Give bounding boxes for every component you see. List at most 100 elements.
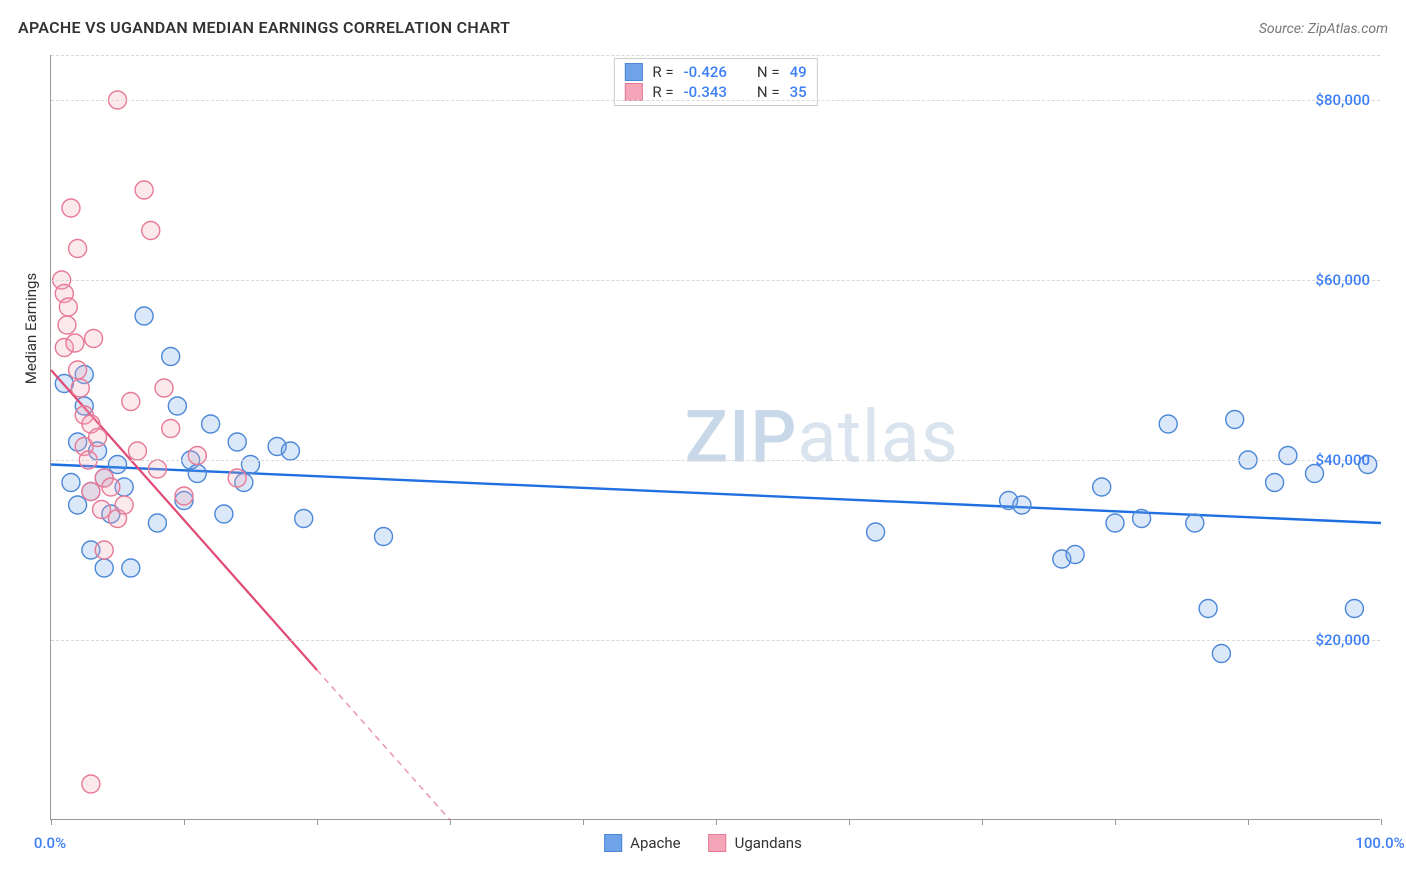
data-point (62, 199, 80, 217)
data-point (142, 222, 160, 240)
x-tick (51, 819, 52, 825)
n-value: 35 (790, 83, 807, 101)
data-point (122, 393, 140, 411)
data-point (59, 298, 77, 316)
correlation-legend-row: R =-0.426N =49 (624, 63, 806, 81)
n-value: 49 (790, 63, 807, 81)
y-axis-title: Median Earnings (22, 273, 40, 384)
data-point (85, 330, 103, 348)
data-point (148, 460, 166, 478)
data-point (69, 240, 87, 258)
correlation-legend-row: R = -0.343 N = 35 (624, 83, 806, 101)
data-point (1013, 496, 1031, 514)
series-legend-item: Ugandans (709, 834, 802, 852)
data-point (281, 442, 299, 460)
data-point (1345, 600, 1363, 618)
data-point (228, 469, 246, 487)
r-value: -0.343 (684, 83, 727, 101)
data-point (1093, 478, 1111, 496)
correlation-legend: R = -0.426 N = 49 R = -0.343 N = 35 (613, 58, 817, 106)
x-tick (982, 819, 983, 825)
data-point (135, 181, 153, 199)
data-point (168, 397, 186, 415)
data-point (1199, 600, 1217, 618)
x-tick-label: 100.0% (1355, 834, 1404, 852)
r-label: R = (652, 83, 673, 101)
data-point (71, 379, 89, 397)
trend-line-dashed (317, 670, 450, 820)
legend-swatch (604, 834, 622, 852)
gridline-horizontal (51, 460, 1380, 461)
data-point (1186, 514, 1204, 532)
data-point (69, 496, 87, 514)
data-point (155, 379, 173, 397)
series-legend: Apache Ugandans (604, 832, 802, 854)
data-point (58, 316, 76, 334)
chart-svg (51, 55, 1380, 819)
data-point (1159, 415, 1177, 433)
y-tick-label: $40,000 (1315, 451, 1370, 469)
data-point (867, 523, 885, 541)
data-point (188, 447, 206, 465)
y-tick-label: $80,000 (1315, 91, 1370, 109)
data-point (95, 559, 113, 577)
data-point (69, 361, 87, 379)
legend-swatch (709, 834, 727, 852)
data-point (148, 514, 166, 532)
legend-swatch (624, 63, 642, 81)
series-name: Apache (630, 834, 680, 852)
data-point (375, 528, 393, 546)
data-point (62, 474, 80, 492)
x-tick (1381, 819, 1382, 825)
data-point (188, 465, 206, 483)
data-point (1133, 510, 1151, 528)
r-label: R = (652, 63, 673, 81)
data-point (162, 420, 180, 438)
chart-title: APACHE VS UGANDAN MEDIAN EARNINGS CORREL… (18, 18, 510, 37)
data-point (1266, 474, 1284, 492)
x-tick (716, 819, 717, 825)
x-tick (583, 819, 584, 825)
y-tick-label: $60,000 (1315, 271, 1370, 289)
data-point (82, 775, 100, 793)
data-point (1106, 514, 1124, 532)
data-point (135, 307, 153, 325)
data-point (109, 456, 127, 474)
data-point (175, 487, 193, 505)
x-tick (1115, 819, 1116, 825)
r-value: -0.426 (684, 63, 727, 81)
data-point (122, 559, 140, 577)
data-point (128, 442, 146, 460)
data-point (202, 415, 220, 433)
data-point (162, 348, 180, 366)
data-point (66, 334, 84, 352)
data-point (242, 456, 260, 474)
data-point (102, 478, 120, 496)
data-point (1279, 447, 1297, 465)
chart-header: APACHE VS UGANDAN MEDIAN EARNINGS CORREL… (18, 18, 1388, 37)
data-point (295, 510, 313, 528)
source-label: Source: (1259, 21, 1304, 37)
source-name: ZipAtlas.com (1308, 21, 1388, 37)
data-point (93, 501, 111, 519)
data-point (1226, 411, 1244, 429)
x-tick (1248, 819, 1249, 825)
gridline-horizontal (51, 100, 1380, 101)
n-label: N = (757, 83, 780, 101)
series-legend-item: Apache (604, 834, 680, 852)
data-point (82, 483, 100, 501)
data-point (228, 433, 246, 451)
data-point (115, 496, 133, 514)
x-tick (317, 819, 318, 825)
gridline-horizontal (51, 640, 1380, 641)
series-name: Ugandans (735, 834, 802, 852)
gridline-horizontal (51, 280, 1380, 281)
source-attribution: Source: ZipAtlas.com (1259, 21, 1388, 37)
legend-swatch (624, 83, 642, 101)
x-tick (450, 819, 451, 825)
plot-area: ZIPatlas R =-0.426N =49R =-0.343N =35 $2… (50, 55, 1380, 820)
data-point (89, 429, 107, 447)
data-point (1212, 645, 1230, 663)
gridline-horizontal (51, 55, 1380, 56)
x-tick (849, 819, 850, 825)
